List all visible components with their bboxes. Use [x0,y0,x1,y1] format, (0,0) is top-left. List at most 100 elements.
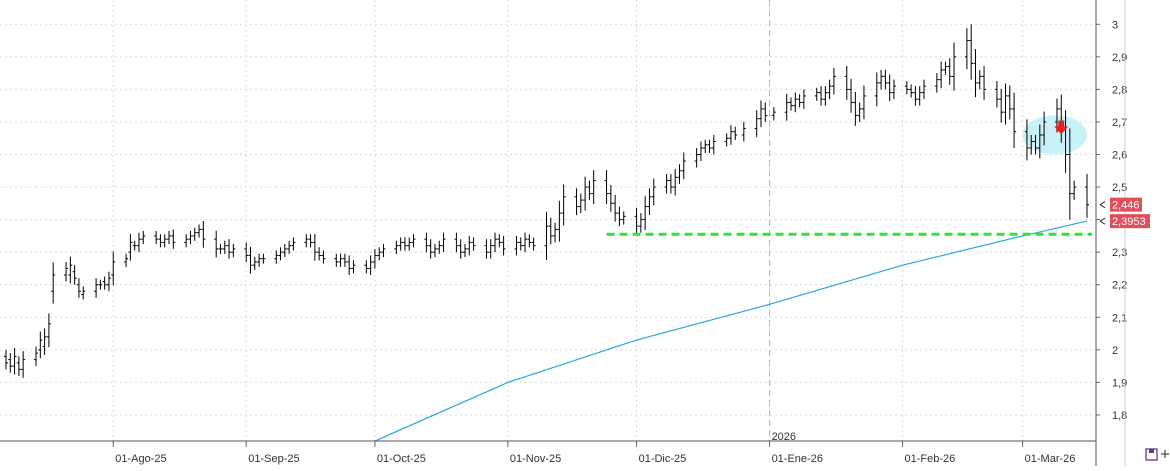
floppy-save-shutter [1149,449,1154,453]
ohlc-bar [527,234,532,248]
ohlc-bar [544,211,549,260]
ohlc-bar [698,141,703,162]
plus-icon[interactable] [1161,450,1169,458]
signal-down-arrow-icon [1054,120,1069,135]
ohlc-bar [338,253,343,267]
price-badge-label: 2,3953 [1112,216,1146,228]
ohlc-bar [844,65,849,100]
ohlc-bar [1033,134,1038,155]
y-tick-label: 1,9 [1112,377,1127,389]
ohlc-bar [1012,92,1017,148]
ohlc-bar [201,220,206,248]
ohlc-bar [321,250,326,264]
ohlc-bar [819,86,824,106]
ohlc-bar [754,110,759,137]
ohlc-bar [583,176,588,211]
ohlc-bar [973,49,978,98]
ohlc-bar [758,100,763,128]
ohlc-bar [34,346,39,367]
ohlc-bar [342,253,347,267]
ohlc-bar [904,81,909,95]
y-tick-label: 3 [1112,19,1118,31]
ohlc-bar [814,87,819,101]
y-tick-label: 2,3 [1112,247,1127,259]
ohlc-bar [883,69,888,90]
ohlc-bar [287,240,292,254]
ohlc-bar [484,239,489,259]
ohlc-bar [411,234,416,248]
ohlc-bar [909,84,914,98]
price-badge-box [1110,197,1142,212]
ohlc-bar [347,255,352,275]
ohlc-bar [1085,173,1089,218]
ohlc-bar [364,260,369,274]
ohlc-bar [651,178,656,206]
ohlc-bar [801,89,806,109]
ohlc-bar [12,347,17,375]
ohlc-bar [1003,83,1008,125]
ohlc-bar [214,230,219,258]
ohlc-bar [218,243,223,254]
ohlc-bar [578,193,583,214]
ohlc-bar [668,174,673,194]
x-tick-label: 01-Sep-25 [248,453,299,465]
y-tick-label: 2,2 [1112,280,1127,292]
ohlc-bar [106,271,111,292]
ohlc-bar [278,247,283,261]
ohlc-bar [398,237,403,251]
floppy-save-icon[interactable] [1145,448,1158,461]
ohlc-bar [1042,111,1047,146]
ohlc-bar [81,286,86,300]
axes: 32,92,82,72,62,52,42,32,22,121,91,801-Ag… [0,0,1127,466]
y-tick-label: 2,5 [1112,182,1127,194]
y-tick-label: 2,9 [1112,52,1127,64]
price-badge-pointer-icon [1099,201,1106,209]
ohlc-bar [407,237,412,251]
ohlc-bar [102,276,107,290]
ohlc-bar [849,78,854,113]
ohlc-bar [999,88,1004,123]
x-tick-label: 01-Oct-25 [377,453,426,465]
ohlc-bar [368,255,373,275]
ohlc-bar [72,265,77,285]
ohlc-bar [304,234,309,248]
ohlc-bar [111,251,116,286]
ohlc-bar [76,278,81,298]
ohlc-bar [943,61,948,75]
ohlc-bar [167,230,172,245]
ohlc-bar [879,69,884,90]
ohlc-bar [381,243,386,258]
ohlc-bar [857,102,862,122]
ohlc-bar [51,262,56,304]
ohlc-bar [763,102,768,122]
ohlc-bar [4,349,8,370]
ohlc-bar [548,217,553,245]
ohlc-bar [677,164,682,184]
ohlc-bar [248,246,253,274]
ohlc-bar [784,93,789,121]
moving-average-line [374,220,1088,442]
chart-toolbar[interactable] [1145,448,1169,461]
ohlc-bar [891,79,896,100]
ohlc-bar [64,261,69,282]
ohlc-bar [8,353,13,373]
ohlc-bar [557,200,562,242]
ohlc-bar [46,313,51,348]
ohlc-bar [227,239,232,259]
ohlc-bar [853,91,858,126]
x-tick-label: 01-Dic-25 [639,453,687,465]
ohlc-bar [282,243,287,258]
ohlc-bar [982,65,987,100]
ohlc-bar [462,243,467,258]
ohlc-bar [793,92,798,113]
ohlc-bar [643,196,648,231]
ohlc-bar [1067,128,1072,220]
ohlc-bar [574,188,579,216]
ohlc-bar [523,232,528,253]
ohlc-bar [437,240,442,254]
ohlc-bar [467,235,472,256]
ohlc-bar [162,234,167,248]
